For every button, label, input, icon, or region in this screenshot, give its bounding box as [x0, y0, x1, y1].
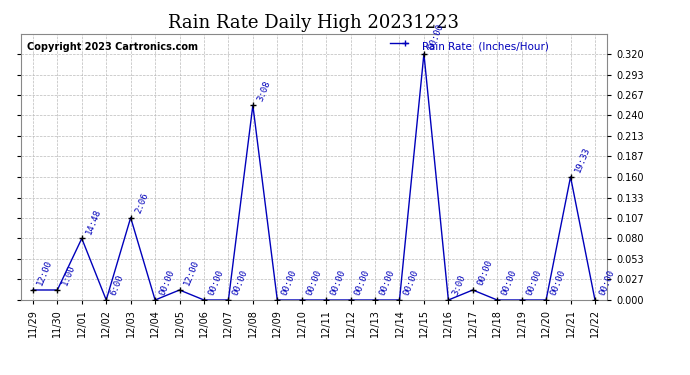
Text: Copyright 2023 Cartronics.com: Copyright 2023 Cartronics.com — [26, 42, 197, 52]
Text: 00:00: 00:00 — [207, 269, 225, 297]
Text: 3:00: 3:00 — [451, 274, 468, 297]
Text: 00:00: 00:00 — [329, 269, 347, 297]
Text: 00:00: 00:00 — [500, 269, 518, 297]
Text: 12:00: 12:00 — [36, 259, 54, 287]
Text: 2:06: 2:06 — [133, 192, 150, 215]
Text: 00:00: 00:00 — [475, 259, 494, 287]
Text: 00:00: 00:00 — [549, 269, 567, 297]
Text: 00:00: 00:00 — [524, 269, 543, 297]
Text: 00:00: 00:00 — [304, 269, 323, 297]
Text: 00:00: 00:00 — [378, 269, 396, 297]
Text: 00:00: 00:00 — [598, 269, 616, 297]
Text: 3:08: 3:08 — [255, 79, 272, 102]
Text: 12:00: 12:00 — [182, 259, 201, 287]
Text: Rain Rate  (Inches/Hour): Rain Rate (Inches/Hour) — [422, 42, 549, 52]
Text: 14:48: 14:48 — [85, 207, 103, 236]
Title: Rain Rate Daily High 20231223: Rain Rate Daily High 20231223 — [168, 14, 460, 32]
Text: 19:33: 19:33 — [573, 146, 592, 174]
Text: 00:00: 00:00 — [426, 23, 445, 51]
Text: 1:00: 1:00 — [60, 264, 77, 287]
Text: 00:00: 00:00 — [280, 269, 299, 297]
Text: 6:00: 6:00 — [109, 274, 126, 297]
Text: 00:00: 00:00 — [158, 269, 177, 297]
Text: 00:00: 00:00 — [402, 269, 421, 297]
Text: 00:00: 00:00 — [353, 269, 372, 297]
Text: 00:00: 00:00 — [231, 269, 250, 297]
